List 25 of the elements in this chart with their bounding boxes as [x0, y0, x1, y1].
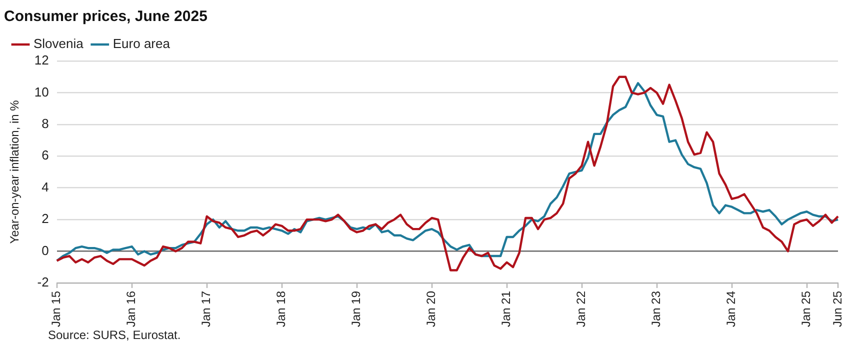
x-tick-label: Jan 17 [199, 290, 214, 327]
x-tick-label: Jan 21 [499, 290, 514, 327]
legend-label: Euro area [112, 36, 171, 52]
y-axis-title: Year-on-year inflation, in % [8, 100, 22, 244]
x-tick-label: Jan 16 [124, 290, 138, 327]
x-tick-label: Jan 22 [574, 290, 588, 327]
y-tick-label: 6 [42, 148, 49, 163]
y-tick-label: 10 [34, 84, 49, 100]
y-tick-label: 8 [42, 116, 49, 131]
x-tick-label: Jan 23 [649, 290, 664, 327]
y-tick-label: 2 [42, 211, 49, 226]
x-tick-label: Jan 19 [349, 290, 364, 327]
y-tick-label: 12 [34, 52, 49, 68]
x-tick-label: Jun 25 [830, 290, 844, 327]
x-tick-label: Jan 25 [799, 290, 814, 327]
y-tick-label: -2 [37, 274, 49, 290]
x-tick-label: Jan 18 [274, 290, 288, 327]
source-note: Source: SURS, Eurostat. [48, 328, 181, 342]
x-tick-label: Jan 15 [49, 290, 64, 327]
legend-label: Slovenia [34, 36, 84, 52]
y-tick-label: 4 [42, 179, 49, 194]
x-tick-label: Jan 24 [724, 290, 738, 327]
y-tick-label: 0 [42, 242, 49, 258]
chart-title: Consumer prices, June 2025 [4, 8, 208, 26]
x-tick-label: Jan 20 [424, 290, 438, 327]
